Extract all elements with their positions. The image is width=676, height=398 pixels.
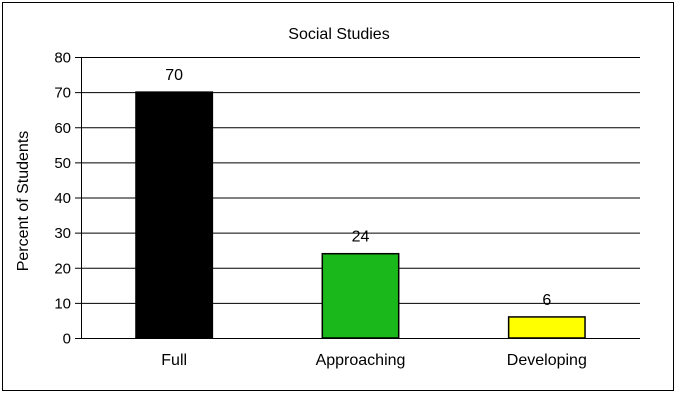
y-tick-label: 20 bbox=[54, 260, 71, 277]
bar bbox=[135, 91, 214, 339]
data-label: 6 bbox=[542, 292, 551, 309]
y-tick-label: 40 bbox=[54, 190, 71, 207]
bar bbox=[507, 316, 586, 339]
y-axis-title: Percent of Students bbox=[15, 131, 32, 272]
labels: 0 10 20 30 40 50 60 70 80 70 Full 24 Approaching 6 Dev… bbox=[54, 50, 587, 370]
bars bbox=[135, 91, 586, 339]
y-tick-label: 0 bbox=[63, 331, 71, 348]
data-label: 70 bbox=[165, 67, 183, 84]
x-tick-label: Approaching bbox=[316, 352, 406, 369]
y-tick-label: 30 bbox=[54, 225, 71, 242]
data-label: 24 bbox=[352, 229, 370, 246]
y-tick-label: 80 bbox=[54, 50, 71, 67]
y-tick-label: 10 bbox=[54, 295, 71, 312]
axes bbox=[75, 57, 640, 339]
y-tick-label: 70 bbox=[54, 85, 71, 102]
x-tick-label: Developing bbox=[507, 352, 587, 369]
chart-title: Social Studies bbox=[288, 26, 389, 43]
y-tick-label: 50 bbox=[54, 155, 71, 172]
y-tick-label: 60 bbox=[54, 120, 71, 137]
bar bbox=[321, 252, 400, 339]
x-tick-label: Full bbox=[161, 352, 187, 369]
